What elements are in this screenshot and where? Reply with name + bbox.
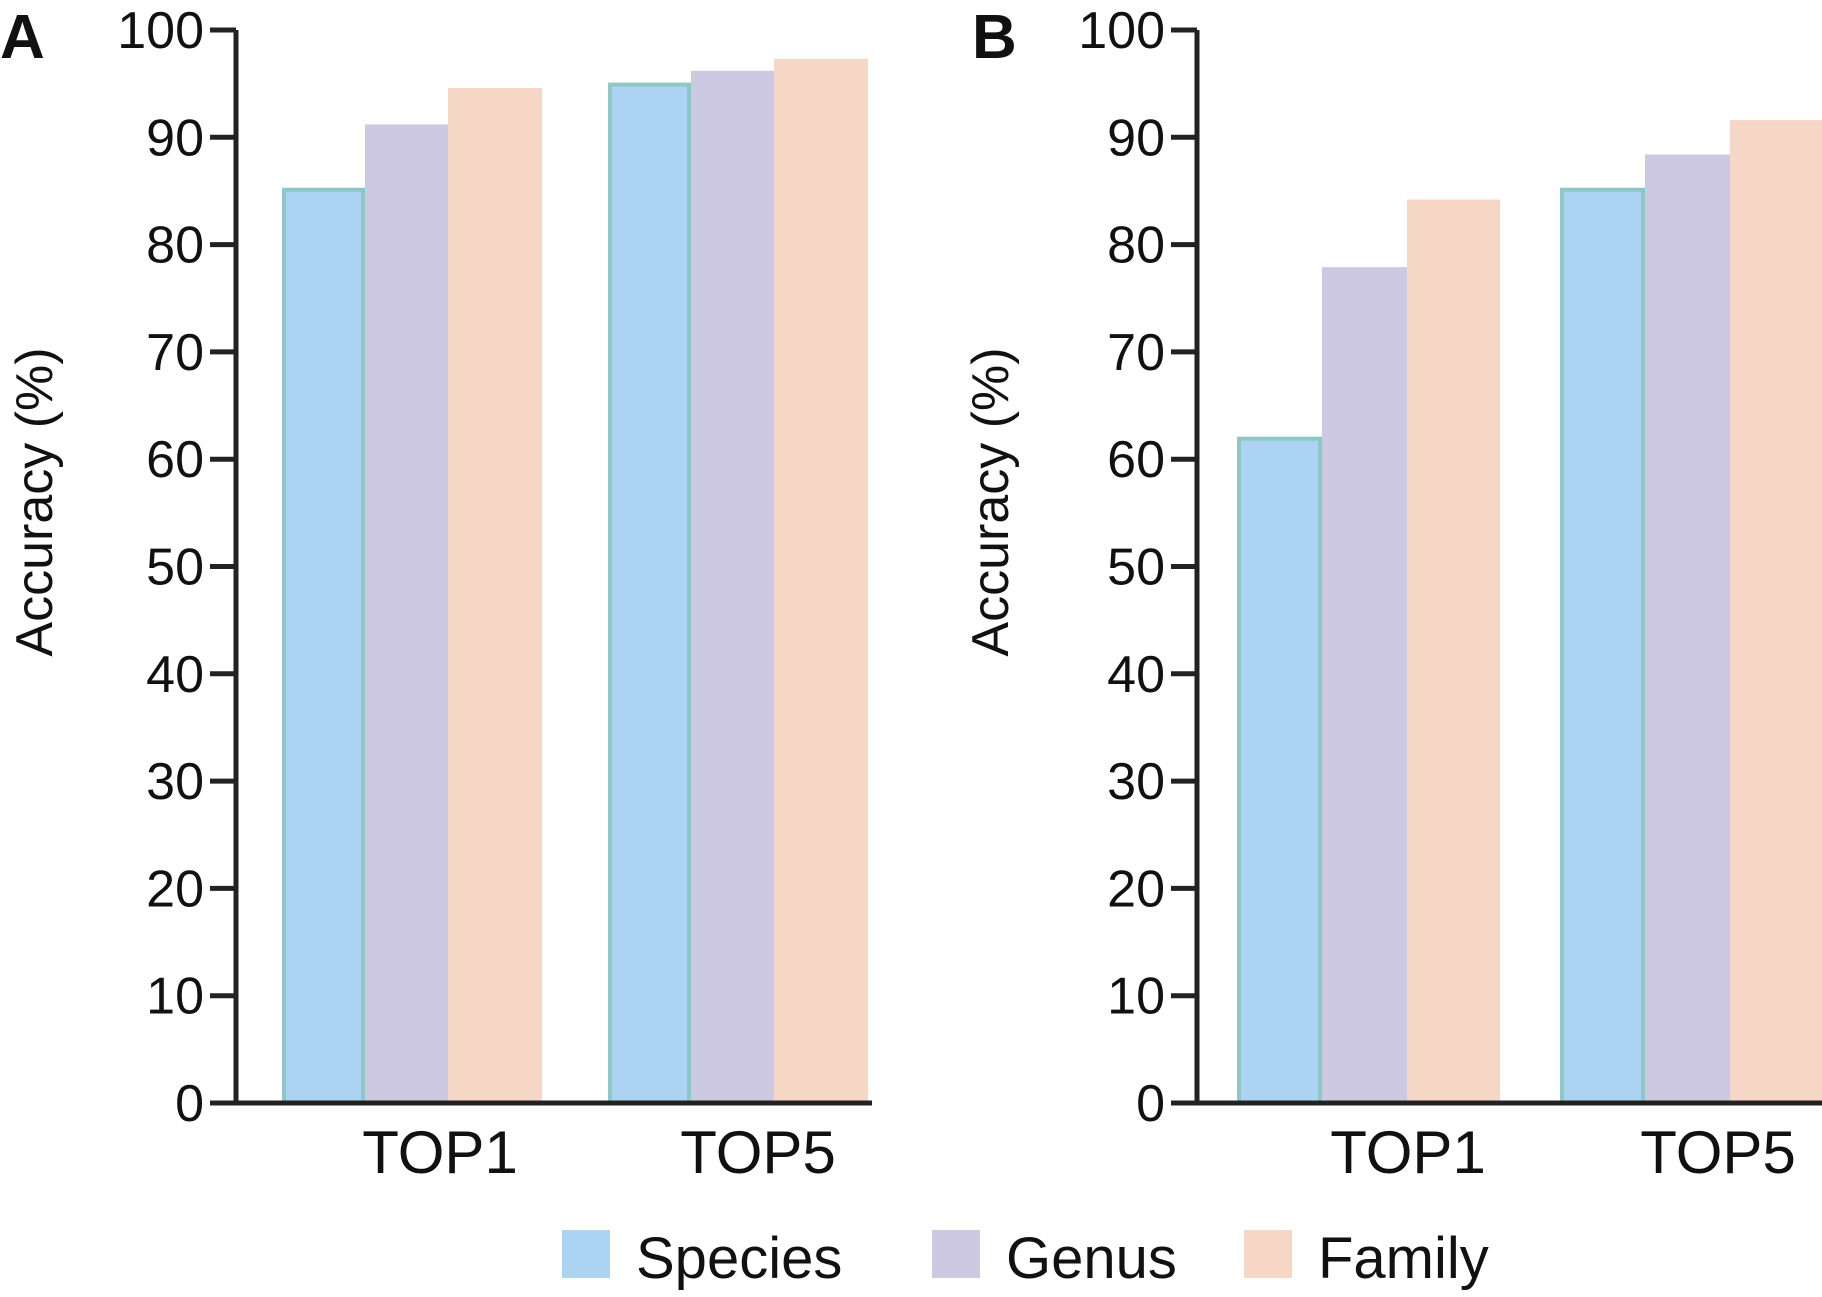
y-tick-label: 80 bbox=[146, 217, 204, 275]
panel-a: A 0 10 20 30 40 50 60 70 80 90 100 Accuracy (%) TOP1 T… bbox=[0, 2, 872, 1186]
legend-swatch-family bbox=[1244, 1230, 1292, 1278]
y-tick-label: 60 bbox=[1107, 431, 1165, 489]
bar-genus-top1 bbox=[365, 124, 448, 1103]
bar-family-top5 bbox=[774, 58, 868, 1104]
y-tick-label: 70 bbox=[146, 324, 204, 382]
y-tick-label: 10 bbox=[146, 968, 204, 1026]
y-axis-title: Accuracy (%) bbox=[962, 347, 1020, 656]
y-axis-title: Accuracy (%) bbox=[6, 347, 64, 656]
bar-family-top5 bbox=[1730, 120, 1822, 1103]
y-tick-label: 20 bbox=[1107, 860, 1165, 918]
panel-letter: A bbox=[0, 3, 45, 72]
bar-family-top1 bbox=[448, 87, 542, 1103]
panel-letter: B bbox=[972, 3, 1017, 72]
x-category-label: TOP1 bbox=[1330, 1119, 1486, 1186]
y-tick-label: 30 bbox=[146, 753, 204, 811]
bar-species-top1 bbox=[282, 187, 365, 1105]
y-tick-label: 100 bbox=[117, 2, 204, 60]
legend-label-genus: Genus bbox=[1006, 1226, 1177, 1291]
panel-b: B 0 10 20 30 40 50 60 70 80 90 100 Accuracy (%) TOP1 T… bbox=[962, 2, 1822, 1186]
legend: Species Genus Family bbox=[562, 1226, 1489, 1291]
bar-family-top1 bbox=[1407, 199, 1500, 1103]
bar-genus-top5 bbox=[1645, 154, 1730, 1103]
y-tick-label: 40 bbox=[146, 646, 204, 704]
y-tick-label: 10 bbox=[1107, 968, 1165, 1026]
bar-genus-top5 bbox=[691, 70, 774, 1103]
y-tick-label: 90 bbox=[146, 109, 204, 167]
bar-species-top5 bbox=[608, 82, 691, 1105]
y-tick-label: 50 bbox=[146, 539, 204, 597]
x-category-label: TOP5 bbox=[1640, 1119, 1796, 1186]
bar-species-top5 bbox=[1560, 187, 1645, 1105]
y-tick-label: 0 bbox=[1136, 1075, 1165, 1133]
y-tick-label: 30 bbox=[1107, 753, 1165, 811]
bar-genus-top1 bbox=[1322, 267, 1407, 1103]
y-tick-label: 100 bbox=[1078, 2, 1165, 60]
y-tick-label: 60 bbox=[146, 431, 204, 489]
bar-species-top1 bbox=[1237, 436, 1322, 1105]
legend-label-species: Species bbox=[636, 1226, 842, 1291]
legend-swatch-genus bbox=[932, 1230, 980, 1278]
legend-label-family: Family bbox=[1318, 1226, 1489, 1291]
x-category-label: TOP1 bbox=[362, 1119, 518, 1186]
y-tick-label: 20 bbox=[146, 860, 204, 918]
y-tick-label: 80 bbox=[1107, 217, 1165, 275]
y-tick-label: 40 bbox=[1107, 646, 1165, 704]
y-tick-label: 0 bbox=[175, 1075, 204, 1133]
y-tick-label: 70 bbox=[1107, 324, 1165, 382]
y-tick-label: 50 bbox=[1107, 539, 1165, 597]
y-tick-label: 90 bbox=[1107, 109, 1165, 167]
x-category-label: TOP5 bbox=[680, 1119, 836, 1186]
legend-swatch-species bbox=[562, 1230, 610, 1278]
